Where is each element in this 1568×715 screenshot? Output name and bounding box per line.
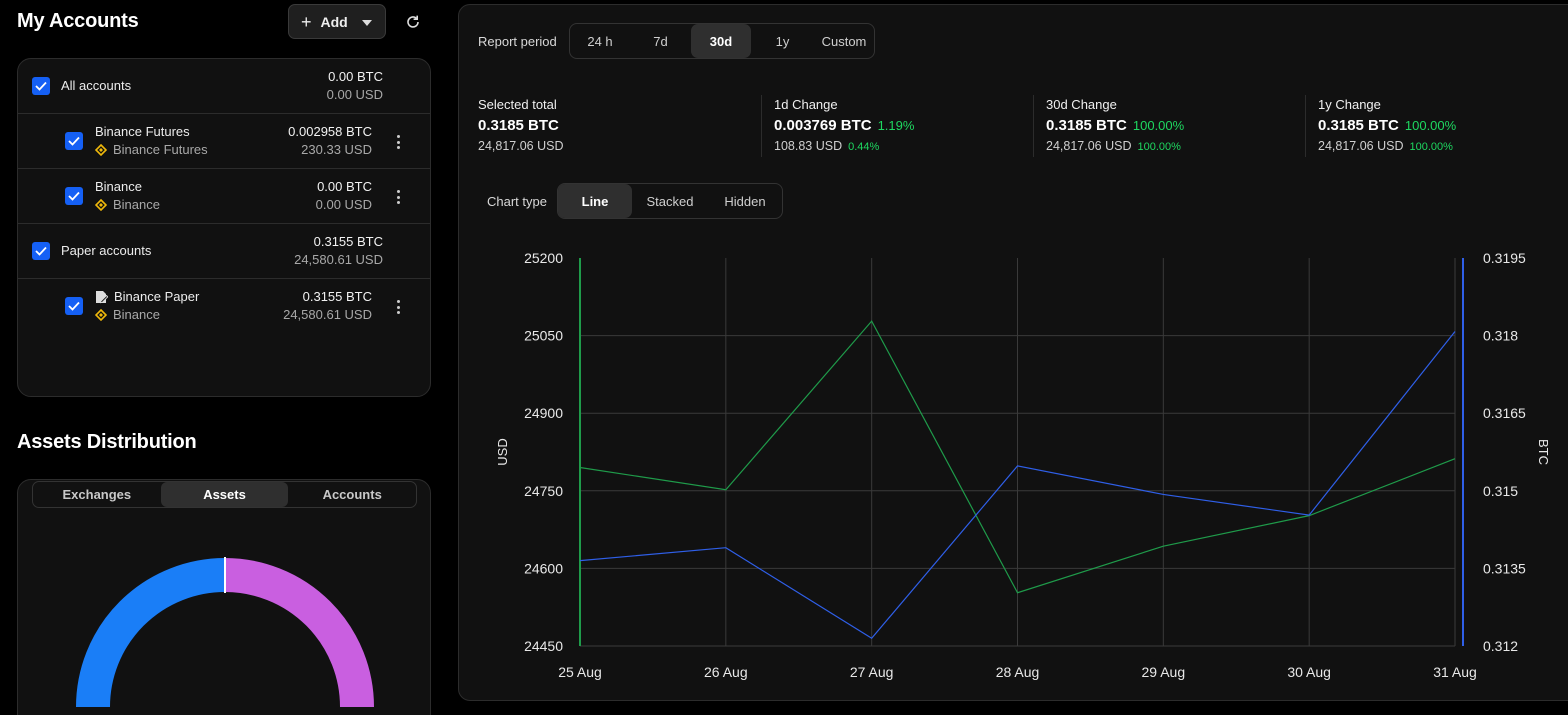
- distribution-title: Assets Distribution: [17, 431, 197, 453]
- account-name: Binance: [95, 179, 142, 194]
- stat-1y-change: 1y Change 0.3185 BTC 100.00% 24,817.06 US…: [1318, 97, 1457, 153]
- report-period-label: Report period: [478, 34, 557, 49]
- assets-donut-chart: [76, 557, 374, 708]
- account-row-paper[interactable]: Paper accounts 0.3155 BTC 24,580.61 USD: [18, 224, 430, 279]
- period-30d[interactable]: 30d: [691, 24, 751, 58]
- y-left-tick: 24600: [524, 560, 563, 576]
- account-usd: 24,580.61 USD: [294, 252, 383, 267]
- report-period-selector: 24 h 7d 30d 1y Custom: [569, 23, 875, 59]
- more-options-icon[interactable]: [394, 299, 402, 315]
- accounts-column: My Accounts + Add All accounts 0.00 BTC …: [0, 0, 445, 715]
- paper-document-icon: [96, 290, 108, 303]
- account-row-binance-paper[interactable]: Binance Paper Binance 0.3155 BTC 24,580.…: [18, 279, 430, 334]
- account-btc: 0.3155 BTC: [313, 234, 383, 249]
- checkbox-binance[interactable]: [65, 187, 83, 205]
- account-exchange: Binance: [95, 307, 160, 322]
- plus-icon: +: [301, 11, 312, 32]
- x-tick: 31 Aug: [1433, 664, 1477, 680]
- y-right-tick: 0.3195: [1483, 250, 1526, 266]
- account-usd: 0.00 USD: [326, 87, 383, 102]
- account-name: Binance Paper: [95, 289, 199, 304]
- account-row-all[interactable]: All accounts 0.00 BTC 0.00 USD: [18, 59, 430, 114]
- more-options-icon[interactable]: [394, 134, 402, 150]
- y-left-tick: 24900: [524, 405, 563, 421]
- account-exchange: Binance Futures: [95, 142, 208, 157]
- account-btc: 0.00 BTC: [317, 179, 372, 194]
- add-account-button[interactable]: + Add: [288, 4, 386, 39]
- binance-icon: [95, 198, 107, 211]
- account-usd: 24,580.61 USD: [283, 307, 372, 322]
- chart-type-stacked[interactable]: Stacked: [646, 193, 694, 209]
- chart-type-label: Chart type: [487, 194, 547, 209]
- x-tick: 25 Aug: [558, 664, 602, 680]
- y-right-tick: 0.312: [1483, 638, 1518, 654]
- checkbox-paper-accounts[interactable]: [32, 242, 50, 260]
- period-24h[interactable]: 24 h: [587, 33, 613, 49]
- account-usd: 0.00 USD: [315, 197, 372, 212]
- y-right-tick: 0.315: [1483, 483, 1518, 499]
- tab-assets[interactable]: Assets: [160, 482, 289, 507]
- y-right-axis-label: BTC: [1536, 439, 1551, 465]
- donut-slice-purple[interactable]: [224, 558, 374, 708]
- account-row-binance[interactable]: Binance Binance 0.00 BTC 0.00 USD: [18, 169, 430, 224]
- checkbox-binance-paper[interactable]: [65, 297, 83, 315]
- stat-30d-change: 30d Change 0.3185 BTC 100.00% 24,817.06 U…: [1046, 97, 1185, 153]
- checkbox-binance-futures[interactable]: [65, 132, 83, 150]
- period-7d[interactable]: 7d: [653, 33, 668, 49]
- account-name: Paper accounts: [61, 243, 152, 258]
- x-tick: 26 Aug: [704, 664, 748, 680]
- checkbox-all-accounts[interactable]: [32, 77, 50, 95]
- portfolio-line-chart: 25200 0.3195 25050 0.318 24900 0.3165 24750 0.3…: [495, 250, 1551, 680]
- y-left-axis-label: USD: [495, 438, 510, 465]
- account-btc: 0.002958 BTC: [288, 124, 372, 139]
- account-btc: 0.00 BTC: [328, 69, 383, 84]
- account-btc: 0.3155 BTC: [302, 289, 372, 304]
- chevron-down-icon: [362, 20, 372, 26]
- account-name: All accounts: [61, 78, 132, 93]
- chart-type-selector: Line Stacked Hidden: [557, 183, 783, 219]
- x-tick: 28 Aug: [996, 664, 1040, 680]
- account-row-binance-futures[interactable]: Binance Futures Binance Futures 0.002958…: [18, 114, 430, 169]
- tab-accounts[interactable]: Accounts: [322, 487, 382, 502]
- stat-1d-change: 1d Change 0.003769 BTC 1.19% 108.83 USD 0.…: [774, 97, 915, 153]
- tab-exchanges[interactable]: Exchanges: [62, 487, 132, 502]
- x-tick: 27 Aug: [850, 664, 894, 680]
- distribution-panel: Exchanges Assets Accounts: [17, 479, 431, 715]
- accounts-title: My Accounts: [17, 10, 139, 32]
- account-usd: 230.33 USD: [301, 142, 372, 157]
- account-exchange: Binance: [95, 197, 160, 212]
- stat-selected-total: Selected total 0.3185 BTC 24,817.06 USD: [478, 97, 564, 153]
- y-right-tick: 0.3165: [1483, 405, 1526, 421]
- chart-type-hidden[interactable]: Hidden: [724, 193, 766, 209]
- add-button-label: Add: [320, 13, 348, 30]
- y-left-tick: 25200: [524, 250, 563, 266]
- account-name: Binance Futures: [95, 124, 190, 139]
- report-panel: Report period 24 h 7d 30d 1y Custom Sele…: [458, 4, 1568, 701]
- period-1y[interactable]: 1y: [775, 33, 790, 49]
- donut-slice-blue[interactable]: [76, 558, 226, 708]
- series-line-btc: [579, 331, 1456, 640]
- y-left-tick: 24450: [524, 638, 563, 654]
- y-left-tick: 25050: [524, 328, 563, 344]
- binance-icon: [95, 143, 107, 156]
- binance-icon: [95, 308, 107, 321]
- chart-type-line[interactable]: Line: [558, 184, 632, 218]
- more-options-icon[interactable]: [394, 189, 402, 205]
- accounts-list: All accounts 0.00 BTC 0.00 USD Binance F…: [17, 58, 431, 397]
- refresh-icon[interactable]: [403, 12, 423, 32]
- y-left-tick: 24750: [524, 483, 563, 499]
- period-custom[interactable]: Custom: [821, 33, 867, 49]
- y-right-tick: 0.3135: [1483, 560, 1526, 576]
- x-tick: 30 Aug: [1287, 664, 1331, 680]
- distribution-tabs: Exchanges Assets Accounts: [32, 481, 417, 508]
- x-tick: 29 Aug: [1142, 664, 1186, 680]
- y-right-tick: 0.318: [1483, 328, 1518, 344]
